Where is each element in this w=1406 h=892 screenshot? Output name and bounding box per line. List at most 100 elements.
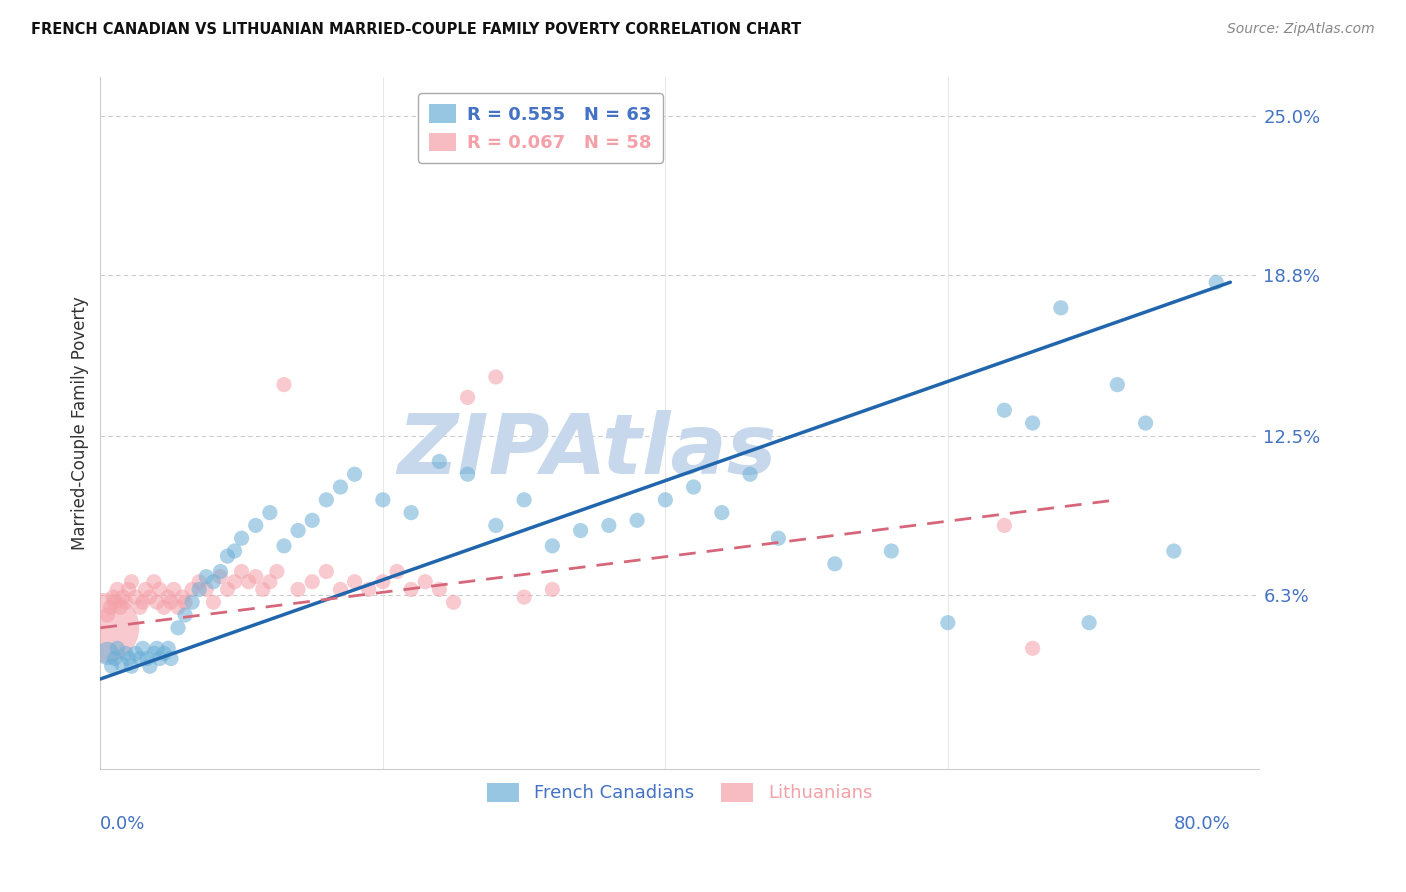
Y-axis label: Married-Couple Family Poverty: Married-Couple Family Poverty — [72, 296, 89, 549]
Point — [114, 647, 136, 661]
Point — [172, 590, 194, 604]
Point — [224, 574, 246, 589]
Point — [252, 582, 274, 597]
Point — [108, 600, 131, 615]
Point — [217, 582, 239, 597]
Point — [188, 574, 211, 589]
Point — [195, 569, 218, 583]
Point — [96, 607, 118, 622]
Point — [1163, 544, 1185, 558]
Point — [202, 574, 225, 589]
Point — [114, 595, 136, 609]
Point — [238, 574, 260, 589]
Point — [682, 480, 704, 494]
Point — [93, 621, 115, 635]
Point — [101, 590, 124, 604]
Point — [357, 582, 380, 597]
Point — [136, 651, 159, 665]
Point — [343, 467, 366, 482]
Point — [1050, 301, 1073, 315]
Text: ZIPAtlas: ZIPAtlas — [396, 410, 776, 491]
Point — [1021, 641, 1043, 656]
Point — [880, 544, 903, 558]
Point — [143, 647, 166, 661]
Point — [153, 647, 176, 661]
Point — [209, 565, 232, 579]
Text: Source: ZipAtlas.com: Source: ZipAtlas.com — [1227, 22, 1375, 37]
Point — [541, 147, 564, 161]
Point — [195, 582, 218, 597]
Point — [231, 565, 253, 579]
Point — [343, 574, 366, 589]
Point — [160, 651, 183, 665]
Point — [371, 574, 394, 589]
Point — [399, 506, 422, 520]
Point — [224, 544, 246, 558]
Point — [231, 531, 253, 545]
Point — [188, 582, 211, 597]
Point — [149, 651, 172, 665]
Point — [160, 595, 183, 609]
Point — [167, 621, 190, 635]
Point — [259, 574, 281, 589]
Point — [541, 539, 564, 553]
Point — [266, 565, 288, 579]
Point — [427, 454, 450, 468]
Point — [710, 506, 733, 520]
Point — [174, 607, 197, 622]
Point — [259, 506, 281, 520]
Point — [824, 557, 846, 571]
Point — [485, 518, 508, 533]
Point — [413, 574, 436, 589]
Point — [598, 518, 620, 533]
Point — [105, 641, 128, 656]
Point — [105, 582, 128, 597]
Point — [569, 524, 592, 538]
Point — [167, 600, 190, 615]
Point — [1078, 615, 1101, 630]
Point — [993, 518, 1015, 533]
Point — [245, 569, 267, 583]
Point — [202, 595, 225, 609]
Point — [301, 513, 323, 527]
Point — [485, 370, 508, 384]
Point — [1021, 416, 1043, 430]
Point — [315, 492, 337, 507]
Point — [768, 531, 790, 545]
Point — [174, 595, 197, 609]
Point — [427, 582, 450, 597]
Text: 80.0%: 80.0% — [1174, 814, 1230, 833]
Point — [654, 492, 676, 507]
Point — [245, 518, 267, 533]
Point — [209, 569, 232, 583]
Point — [143, 574, 166, 589]
Point — [129, 600, 152, 615]
Point — [371, 492, 394, 507]
Point — [1135, 416, 1157, 430]
Point — [135, 582, 157, 597]
Point — [329, 480, 352, 494]
Point — [273, 539, 295, 553]
Point — [139, 659, 162, 673]
Point — [936, 615, 959, 630]
Point — [287, 582, 309, 597]
Point — [132, 641, 155, 656]
Point — [399, 582, 422, 597]
Point — [124, 590, 146, 604]
Point — [315, 565, 337, 579]
Point — [117, 582, 139, 597]
Legend: French Canadians, Lithuanians: French Canadians, Lithuanians — [478, 774, 882, 812]
Point — [96, 647, 118, 661]
Point — [111, 590, 134, 604]
Text: 0.0%: 0.0% — [100, 814, 146, 833]
Point — [129, 651, 152, 665]
Point — [301, 574, 323, 589]
Point — [457, 467, 479, 482]
Point — [181, 582, 204, 597]
Point — [103, 651, 125, 665]
Point — [146, 641, 169, 656]
Point — [132, 595, 155, 609]
Text: FRENCH CANADIAN VS LITHUANIAN MARRIED-COUPLE FAMILY POVERTY CORRELATION CHART: FRENCH CANADIAN VS LITHUANIAN MARRIED-CO… — [31, 22, 801, 37]
Point — [181, 595, 204, 609]
Point — [993, 403, 1015, 417]
